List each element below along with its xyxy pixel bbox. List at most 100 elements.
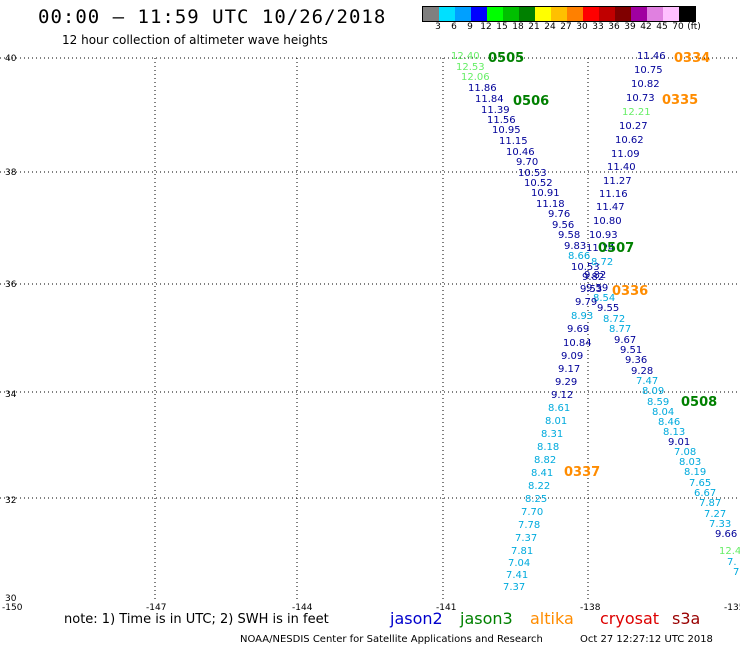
wave-height-value: 12.53 (456, 62, 485, 73)
wave-height-value: 7.70 (521, 507, 544, 518)
latitude-label: 32 (5, 496, 17, 506)
footer-timestamp: Oct 27 12:27:12 UTC 2018 (580, 634, 713, 645)
wave-height-value: 9.79 (575, 297, 598, 308)
wave-height-value: 11.24 (586, 243, 615, 254)
wave-height-value: 8.13 (663, 427, 686, 438)
wave-height-value: 7.81 (511, 546, 534, 557)
wave-height-value: 11.84 (475, 94, 504, 105)
wave-height-value: 10.52 (524, 178, 553, 189)
pass-time-label: 0506 (513, 94, 550, 109)
wave-height-value: 11.18 (536, 199, 565, 210)
wave-height-value: 7.78 (518, 520, 541, 531)
wave-height-value: 10.91 (531, 188, 560, 199)
footer-organization: NOAA/NESDIS Center for Satellite Applica… (240, 634, 543, 645)
wave-height-value: 7.04 (508, 558, 531, 569)
colorbar-label: 12 (480, 22, 492, 32)
wave-height-value: 9.83 (564, 241, 587, 252)
wave-height-value: 9.69 (567, 324, 590, 335)
wave-height-value: 9.12 (551, 390, 574, 401)
wave-height-value: 7. (727, 557, 737, 568)
wave-height-value: 8.19 (684, 467, 707, 478)
wave-height-value: 10.46 (506, 147, 535, 158)
pass-time-label: 0337 (564, 465, 601, 480)
legend-satellite-jason2: jason2 (390, 609, 443, 628)
wave-height-value: 7.33 (709, 519, 732, 530)
colorbar-swatch (551, 7, 567, 21)
colorbar-label: 27 (560, 22, 572, 32)
wave-height-value: 8.01 (545, 416, 568, 427)
colorbar-swatch (455, 7, 471, 21)
wave-height-value: 9.09 (561, 351, 584, 362)
colorbar-label: 6 (451, 22, 457, 32)
wave-height-value: 11.56 (487, 115, 516, 126)
wave-height-value: 10.75 (634, 65, 663, 76)
wave-height-value: 10.62 (615, 135, 644, 146)
wave-height-value: 8.77 (609, 324, 632, 335)
colorbar-label: 15 (496, 22, 508, 32)
longitude-label: -144 (292, 603, 313, 613)
wave-height-value: 10.95 (492, 125, 521, 136)
colorbar-swatch (471, 7, 487, 21)
wave-height-value: 10.80 (593, 216, 622, 227)
latitude-label: 38 (5, 168, 17, 178)
wave-height-value: 7.08 (674, 447, 697, 458)
wave-height-value: 8.46 (658, 417, 681, 428)
wave-height-value: 9.29 (555, 377, 578, 388)
longitude-label: -135 (724, 603, 740, 613)
wave-height-value: 8.54 (593, 293, 616, 304)
colorbar-label: 45 (656, 22, 668, 32)
latitude-label: 36 (5, 280, 17, 290)
wave-height-value: 8.41 (531, 468, 554, 479)
colorbar-label: 24 (544, 22, 556, 32)
wave-height-value: 8.22 (528, 481, 551, 492)
colorbar-label: 42 (640, 22, 652, 32)
pass-time-label: 0336 (612, 284, 649, 299)
latitude-label: 30 (5, 594, 17, 604)
wave-height-value: 7.47 (636, 376, 659, 387)
wave-height-value: 12.06 (461, 72, 490, 83)
wave-height-value: 8.82 (534, 455, 557, 466)
wave-height-value: 10.53 (518, 168, 547, 179)
longitude-label: -147 (146, 603, 167, 613)
colorbar-swatch (679, 7, 695, 21)
wave-height-value: 8.31 (541, 429, 564, 440)
wave-height-value: 8.18 (537, 442, 560, 453)
wave-height-value: 10.82 (631, 79, 660, 90)
colorbar-label: 30 (576, 22, 588, 32)
grid-lines (0, 57, 740, 602)
wave-height-value: 11.86 (468, 83, 497, 94)
wave-height-value: 8.72 (591, 257, 614, 268)
wave-height-value: 7.37 (515, 533, 538, 544)
wave-height-value: 11.16 (599, 189, 628, 200)
wave-height-value: 9.66 (715, 529, 738, 540)
wave-height-value: 8.72 (603, 314, 626, 325)
legend-satellite-s3a: s3a (672, 609, 701, 628)
colorbar-swatch (599, 7, 615, 21)
wave-height-value: 8.09 (642, 386, 665, 397)
legend-satellite-jason3: jason3 (460, 609, 513, 628)
chart-title: 00:00 – 11:59 UTC 10/26/2018 (38, 6, 387, 28)
pass-time-label: 0508 (681, 395, 718, 410)
colorbar-label: 36 (608, 22, 620, 32)
wave-height-value: 11.15 (499, 136, 528, 147)
wave-height-value: 9.76 (548, 209, 571, 220)
longitude-label: -138 (580, 603, 601, 613)
latitude-label: 40 (5, 54, 17, 64)
wave-height-value: 12.21 (622, 107, 651, 118)
wave-height-value: 7.87 (699, 498, 722, 509)
wave-height-value: 7.41 (506, 570, 529, 581)
wave-height-value: 7.65 (689, 478, 712, 489)
colorbar-swatch (663, 7, 679, 21)
wave-height-value: 7 (733, 567, 740, 578)
wave-height-value: 7.37 (503, 582, 526, 593)
colorbar-swatch (647, 7, 663, 21)
colorbar (422, 6, 696, 22)
wave-height-value: 9.56 (552, 220, 575, 231)
chart-subtitle: 12 hour collection of altimeter wave hei… (62, 33, 328, 47)
colorbar-swatch (583, 7, 599, 21)
colorbar-swatch (503, 7, 519, 21)
wave-height-value: 9.17 (558, 364, 581, 375)
wave-height-value: 7.27 (704, 509, 727, 520)
colorbar-swatch (615, 7, 631, 21)
